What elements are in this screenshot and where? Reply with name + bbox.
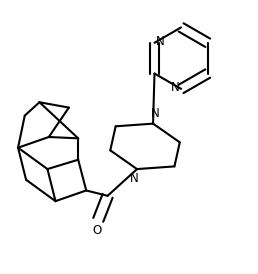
Text: N: N	[151, 107, 160, 121]
Text: N: N	[171, 81, 180, 94]
Text: N: N	[130, 172, 139, 185]
Text: O: O	[92, 224, 102, 237]
Text: N: N	[156, 35, 165, 48]
